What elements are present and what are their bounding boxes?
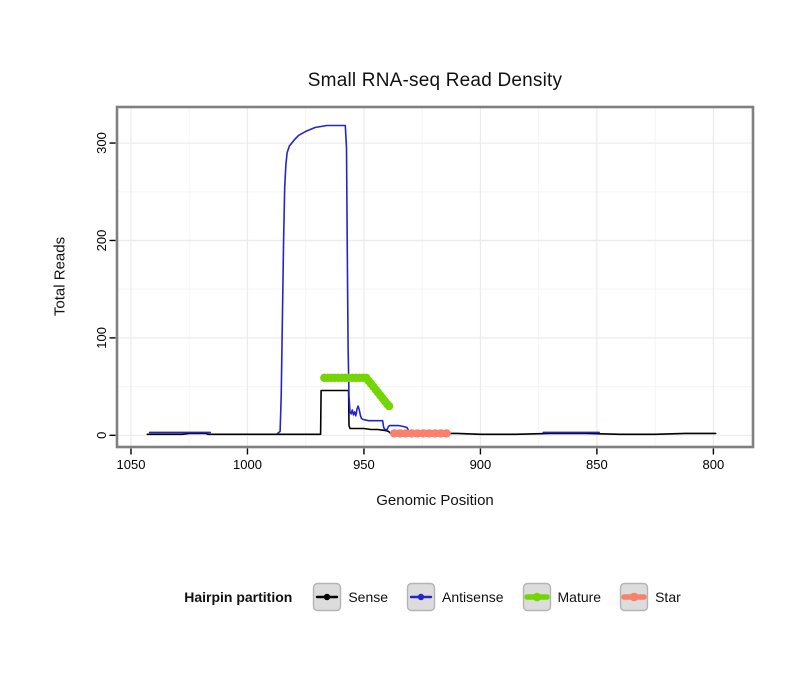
legend-key-antisense-icon	[406, 582, 436, 612]
legend-key-sense-icon	[313, 582, 342, 612]
legend-item-label: Sense	[348, 589, 389, 605]
plot-svg: 1050 1000 950 900 850 800 0 100 200 300	[94, 105, 755, 472]
x-tick-label: 850	[586, 457, 608, 472]
series-sense	[146, 389, 717, 436]
legend-item-label: Star	[655, 589, 681, 605]
x-tick-label: 800	[703, 457, 725, 472]
x-axis-label: Genomic Position	[376, 492, 494, 509]
legend-item-antisense: Antisense	[406, 582, 504, 612]
x-tick-label: 1000	[233, 457, 262, 472]
x-tick-label: 1050	[117, 457, 146, 472]
legend-item-star: Star	[619, 582, 681, 612]
legend-key-mature-icon	[522, 582, 551, 612]
legend-title: Hairpin partition	[184, 589, 293, 605]
legend-item-label: Antisense	[442, 589, 504, 605]
y-tick-label: 200	[94, 230, 109, 252]
legend-item-mature: Mature	[522, 582, 602, 612]
panel-border	[115, 105, 755, 449]
legend-item-label: Mature	[557, 589, 602, 605]
legend: Hairpin partition Sense Antisense	[0, 582, 810, 612]
chart-title: Small RNA-seq Read Density	[307, 70, 563, 91]
series-antisense	[276, 124, 422, 436]
legend-item-sense: Sense	[312, 582, 388, 612]
x-tick-label: 900	[470, 457, 492, 472]
y-tick-label: 0	[94, 432, 109, 439]
y-axis-label: Total Reads	[51, 236, 69, 317]
legend-key-star-icon	[619, 582, 649, 612]
y-tick-label: 300	[94, 132, 109, 154]
x-tick-label: 950	[353, 457, 375, 472]
y-tick-label: 100	[94, 327, 109, 349]
